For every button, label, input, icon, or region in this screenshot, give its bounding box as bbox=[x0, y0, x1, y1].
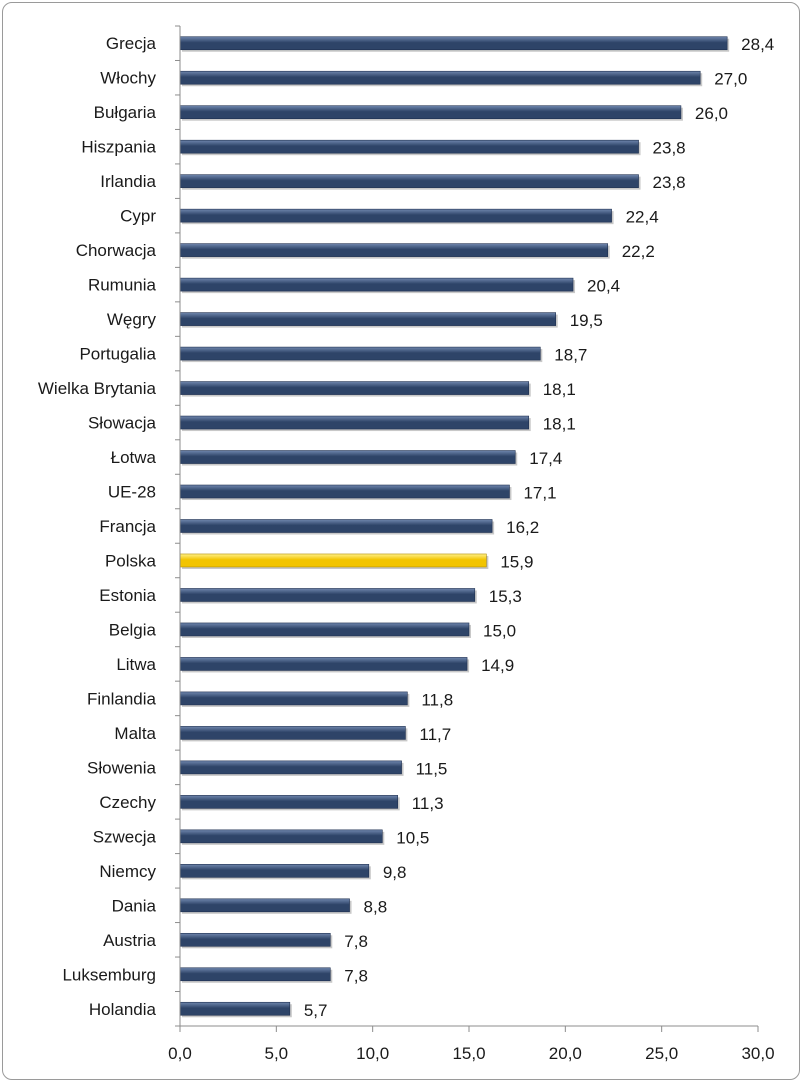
category-label: Hiszpania bbox=[81, 138, 156, 157]
value-label: 28,4 bbox=[741, 35, 774, 54]
bar bbox=[179, 36, 728, 51]
bar bbox=[179, 967, 331, 982]
category-label: Portugalia bbox=[79, 345, 156, 364]
x-tick-label: 30,0 bbox=[741, 1044, 774, 1063]
category-label: Szwecja bbox=[93, 827, 157, 846]
bar bbox=[179, 450, 516, 464]
value-label: 22,2 bbox=[622, 242, 655, 261]
value-label: 18,1 bbox=[543, 415, 576, 434]
bar bbox=[179, 415, 530, 430]
x-tick-label: 25,0 bbox=[645, 1044, 678, 1063]
category-label: Rumunia bbox=[88, 276, 157, 295]
category-label: UE-28 bbox=[108, 483, 156, 502]
value-label: 22,4 bbox=[626, 208, 659, 227]
value-label: 15,3 bbox=[489, 587, 522, 606]
category-label: Litwa bbox=[116, 655, 156, 674]
value-label: 15,9 bbox=[500, 552, 533, 571]
category-label: Francja bbox=[99, 517, 156, 536]
category-label: Słowacja bbox=[88, 414, 157, 433]
category-label: Bułgaria bbox=[94, 103, 157, 122]
bar bbox=[179, 657, 468, 671]
value-label: 18,7 bbox=[554, 346, 587, 365]
bar bbox=[179, 519, 493, 533]
bar bbox=[179, 898, 350, 913]
bar bbox=[179, 484, 510, 499]
bar bbox=[179, 70, 701, 85]
bar bbox=[179, 588, 476, 602]
bar bbox=[179, 381, 530, 395]
category-label: Włochy bbox=[100, 69, 156, 88]
bar bbox=[179, 864, 370, 878]
bar bbox=[179, 829, 383, 844]
value-label: 27,0 bbox=[714, 70, 747, 89]
value-label: 11,8 bbox=[421, 690, 453, 709]
value-label: 11,3 bbox=[412, 794, 444, 813]
value-label: 8,8 bbox=[364, 897, 388, 916]
value-label: 5,7 bbox=[304, 1001, 328, 1020]
category-label: Irlandia bbox=[100, 172, 156, 191]
category-label: Estonia bbox=[99, 586, 156, 605]
category-label: Luksemburg bbox=[62, 965, 156, 984]
value-label: 9,8 bbox=[383, 863, 407, 882]
bar bbox=[179, 174, 639, 188]
bar bbox=[179, 346, 541, 361]
value-label: 26,0 bbox=[695, 104, 728, 123]
category-label: Niemcy bbox=[99, 862, 156, 881]
value-label: 7,8 bbox=[344, 932, 368, 951]
category-label: Wielka Brytania bbox=[38, 379, 157, 398]
category-label: Węgry bbox=[107, 310, 157, 329]
category-label: Malta bbox=[114, 724, 156, 743]
x-tick-label: 20,0 bbox=[549, 1044, 582, 1063]
value-label: 16,2 bbox=[506, 518, 539, 537]
category-label: Czechy bbox=[99, 793, 156, 812]
category-label: Austria bbox=[103, 931, 156, 950]
value-label: 18,1 bbox=[543, 380, 576, 399]
category-label: Finlandia bbox=[87, 689, 157, 708]
value-label: 7,8 bbox=[344, 966, 368, 985]
value-label: 20,4 bbox=[587, 277, 620, 296]
value-label: 23,8 bbox=[653, 173, 686, 192]
bar bbox=[179, 932, 331, 947]
bar bbox=[179, 553, 487, 568]
category-label: Słowenia bbox=[87, 758, 157, 777]
bar bbox=[179, 243, 609, 257]
bar bbox=[179, 139, 639, 154]
bar bbox=[179, 277, 574, 292]
bar bbox=[179, 760, 402, 775]
category-label: Holandia bbox=[89, 1000, 157, 1019]
x-tick-label: 0,0 bbox=[168, 1044, 192, 1063]
category-label: Łotwa bbox=[111, 448, 157, 467]
bar bbox=[179, 622, 470, 637]
category-label: Belgia bbox=[109, 620, 157, 639]
x-tick-label: 15,0 bbox=[452, 1044, 485, 1063]
category-label: Dania bbox=[112, 896, 157, 915]
value-label: 15,0 bbox=[483, 621, 516, 640]
value-label: 17,1 bbox=[523, 484, 556, 503]
category-label: Chorwacja bbox=[76, 241, 157, 260]
x-tick-label: 10,0 bbox=[356, 1044, 389, 1063]
value-label: 19,5 bbox=[570, 311, 603, 330]
value-label: 17,4 bbox=[529, 449, 562, 468]
value-label: 23,8 bbox=[653, 139, 686, 158]
value-label: 11,7 bbox=[419, 725, 451, 744]
bar bbox=[179, 795, 399, 809]
bar bbox=[179, 691, 408, 706]
bar bbox=[179, 208, 612, 223]
bar bbox=[179, 726, 406, 740]
category-label: Grecja bbox=[106, 34, 157, 53]
value-label: 14,9 bbox=[481, 656, 514, 675]
value-label: 11,5 bbox=[416, 759, 448, 778]
bar bbox=[179, 312, 557, 326]
x-tick-label: 5,0 bbox=[265, 1044, 289, 1063]
category-label: Polska bbox=[105, 551, 157, 570]
value-label: 10,5 bbox=[396, 828, 429, 847]
bar bbox=[179, 1001, 291, 1016]
category-label: Cypr bbox=[120, 207, 156, 226]
bar bbox=[179, 105, 682, 120]
